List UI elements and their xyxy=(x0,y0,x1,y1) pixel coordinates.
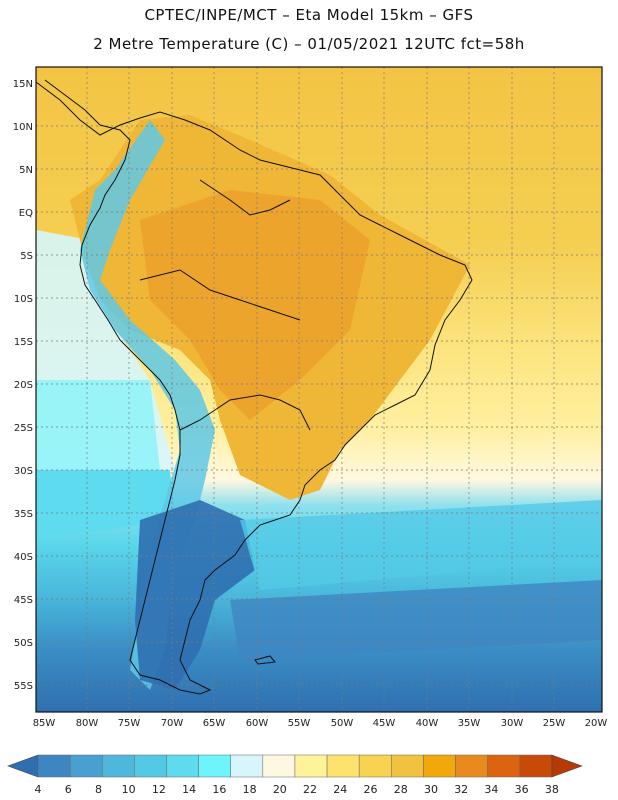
lon-label: 70W xyxy=(161,718,184,729)
colorbar-label: 34 xyxy=(484,783,498,796)
colorbar-label: 12 xyxy=(152,783,166,796)
colorbar-segment xyxy=(230,754,264,778)
lon-label: 25W xyxy=(543,718,566,729)
map-title-line1: CPTEC/INPE/MCT – Eta Model 15km – GFS xyxy=(144,6,474,24)
colorbar-label: 20 xyxy=(273,783,287,796)
colorbar-segment xyxy=(326,754,360,778)
map-frame xyxy=(35,66,603,713)
colorbar-label: 26 xyxy=(364,783,378,796)
lat-label: 15N xyxy=(13,79,33,90)
colorbar-label: 22 xyxy=(303,783,317,796)
colorbar-segment xyxy=(487,754,521,778)
lat-label: 25S xyxy=(14,423,33,434)
lon-label: 45W xyxy=(373,718,396,729)
lat-label: 15S xyxy=(14,337,33,348)
temperature-field xyxy=(36,67,602,712)
colorbar-label: 30 xyxy=(424,783,438,796)
colorbar-label: 4 xyxy=(35,783,42,796)
lat-label: 5S xyxy=(20,251,33,262)
lat-label: 10S xyxy=(14,294,33,305)
lon-label: 50W xyxy=(331,718,354,729)
lon-label: 60W xyxy=(246,718,269,729)
colorbar-segment xyxy=(391,754,424,778)
colorbar-arrow-low xyxy=(7,754,39,778)
color-bar: 4 6 8 10 12 14 16 18 20 22 24 26 28 30 32 34 36 38 xyxy=(7,754,583,796)
map-title-line2: 2 Metre Temperature (C) – 01/05/2021 12U… xyxy=(93,35,525,53)
colorbar-label: 6 xyxy=(65,783,72,796)
colorbar-segment xyxy=(101,754,135,778)
lat-label: 55S xyxy=(14,681,33,692)
colorbar-label: 24 xyxy=(333,783,347,796)
colorbar-segment xyxy=(134,754,167,778)
colorbar-label: 18 xyxy=(243,783,257,796)
lat-label: 5N xyxy=(19,165,33,176)
lat-label: 35S xyxy=(14,509,33,520)
colorbar-segment xyxy=(294,754,328,778)
colorbar-segment xyxy=(455,754,488,778)
lon-label: 65W xyxy=(203,718,226,729)
graticule xyxy=(36,67,602,712)
lat-label: 40S xyxy=(14,552,33,563)
colorbar-label: 28 xyxy=(394,783,408,796)
lon-label: 40W xyxy=(416,718,439,729)
colorbar-segment xyxy=(262,754,296,778)
lat-label: 30S xyxy=(14,466,33,477)
colorbar-segment xyxy=(69,754,103,778)
colorbar-segment xyxy=(358,754,392,778)
colorbar-label: 36 xyxy=(515,783,529,796)
lon-label: 80W xyxy=(76,718,99,729)
lon-label: 20W xyxy=(585,718,608,729)
lat-label: EQ xyxy=(19,208,33,219)
lon-label: 75W xyxy=(118,718,141,729)
lat-label: 10N xyxy=(13,122,33,133)
lon-label: 55W xyxy=(288,718,311,729)
colorbar-segment xyxy=(37,754,71,778)
colorbar-label: 8 xyxy=(95,783,102,796)
colorbar-arrow-high xyxy=(551,754,583,778)
colorbar-label: 10 xyxy=(122,783,136,796)
lon-label: 35W xyxy=(458,718,481,729)
colorbar-segment xyxy=(423,754,456,778)
colorbar-label: 38 xyxy=(545,783,559,796)
lon-label: 30W xyxy=(501,718,524,729)
colorbar-label: 32 xyxy=(454,783,468,796)
lat-label: 45S xyxy=(14,595,33,606)
colorbar-label: 16 xyxy=(212,783,226,796)
lat-label: 20S xyxy=(14,380,33,391)
colorbar-segment xyxy=(519,754,553,778)
colorbar-label: 14 xyxy=(182,783,196,796)
coastlines xyxy=(36,79,473,695)
lat-label: 50S xyxy=(14,638,33,649)
lon-label: 85W xyxy=(33,718,56,729)
colorbar-segment xyxy=(166,754,199,778)
colorbar-segment xyxy=(198,754,231,778)
